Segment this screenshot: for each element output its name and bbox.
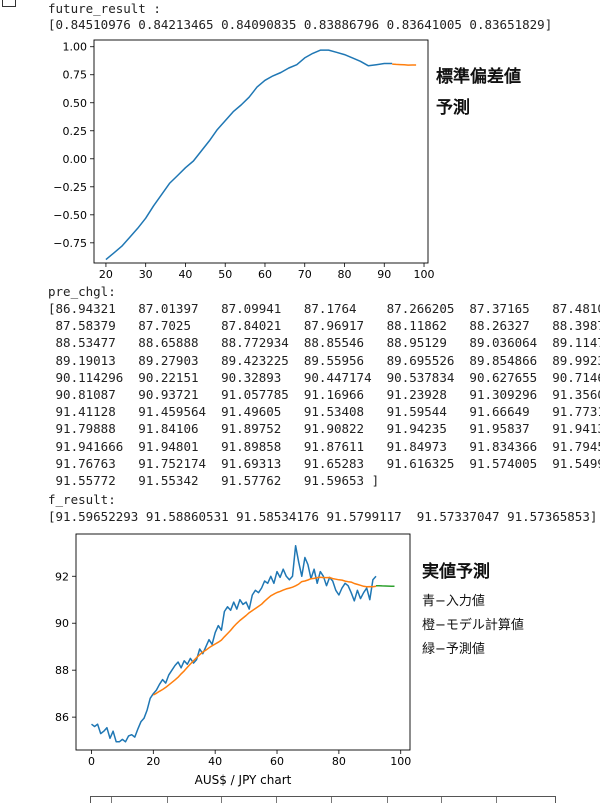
- pre-chgl-line: 91.41128 91.459564 91.49605 91.53408 91.…: [48, 404, 600, 420]
- series-line-orange: [392, 63, 417, 66]
- x-tick-label: 40: [178, 268, 192, 280]
- y-tick-label: 0.25: [63, 125, 88, 138]
- future-result-values: [0.84510976 0.84213465 0.84090835 0.8388…: [48, 17, 553, 32]
- x-tick-label: 30: [139, 268, 153, 280]
- pre-chgl-line: 91.941666 91.94801 91.89858 91.87611 91.…: [48, 438, 600, 454]
- f-result-label: f_result:: [48, 492, 116, 507]
- x-tick-label: 20: [99, 268, 113, 280]
- x-tick-label: 100: [390, 755, 411, 768]
- cell-gutter-mark: [2, 0, 16, 7]
- x-tick-label: 100: [414, 268, 435, 280]
- x-axis-label: AUS$ / JPY chart: [195, 773, 292, 787]
- x-tick-label: 60: [258, 268, 272, 280]
- pre-chgl-label: pre_chgl:: [48, 284, 116, 299]
- pre-chgl-line: [86.94321 87.01397 87.09941 87.1764 87.2…: [48, 301, 600, 316]
- pre-chgl-line: 88.53477 88.65888 88.772934 88.85546 88.…: [48, 335, 600, 351]
- plot-frame: [75, 533, 411, 751]
- y-tick-label: −0.25: [53, 181, 87, 194]
- pre-chgl-line: 87.58379 87.7025 87.84021 87.96917 88.11…: [48, 318, 600, 334]
- legend-note-input: 青−入力値: [422, 594, 485, 609]
- aud-jpy-chart: 0 20 40 60 80 100 86 88 90 92 AUS$ / JPY chart: [55, 533, 411, 787]
- x-tick-label: 0: [88, 755, 95, 768]
- x-tick-label: 60: [270, 755, 284, 768]
- y-tick-label: 92: [55, 570, 69, 583]
- future-result-label: future_result :: [48, 1, 161, 16]
- pre-chgl-line: 91.55772 91.55342 91.57762 91.59653 ]: [48, 473, 380, 489]
- x-tick-label: 70: [298, 268, 312, 280]
- pre-chgl-line: 90.114296 90.22151 90.32893 90.447174 90…: [48, 369, 600, 385]
- std-dev-forecast-chart: 20 30 40 50 60 70 80 90 100 −0.75 −0.50 −0.25 0.00 0.…: [53, 39, 435, 280]
- x-tick-label: 20: [146, 755, 160, 768]
- chart1-side-title: 標準偏差値: [436, 67, 521, 87]
- x-tick-label: 90: [377, 268, 391, 280]
- y-tick-label: 86: [55, 711, 69, 724]
- legend-note-forecast: 緑−予測値: [422, 642, 485, 657]
- y-tick-label: 90: [55, 617, 69, 630]
- series-line-blue: [91, 544, 377, 743]
- series-line-green: [376, 584, 395, 588]
- series-line-orange: [152, 576, 377, 696]
- x-tick-label: 50: [218, 268, 232, 280]
- y-tick-label: 0.00: [63, 153, 88, 166]
- pre-chgl-line: 91.76763 91.752174 91.69313 91.65283 91.…: [48, 455, 600, 471]
- chart1-side-subtitle: 予測: [436, 98, 470, 118]
- pre-chgl-line: 89.19013 89.27903 89.423225 89.55956 89.…: [48, 352, 600, 368]
- plot-frame: [93, 39, 429, 264]
- x-tick-label: 80: [338, 268, 352, 280]
- y-tick-label: −0.50: [53, 209, 87, 222]
- y-tick-label: 1.00: [63, 41, 88, 54]
- x-tick-label: 40: [208, 755, 222, 768]
- legend-note-model: 橙−モデル計算値: [422, 618, 524, 633]
- y-tick-label: 0.50: [63, 97, 88, 110]
- y-tick-label: −0.75: [53, 237, 87, 250]
- chart2-side-title: 実値予測: [422, 562, 490, 582]
- pre-chgl-values: [86.94321 87.01397 87.09941 87.1764 87.2…: [48, 300, 600, 489]
- pre-chgl-line: 91.79888 91.84106 91.89752 91.90822 91.9…: [48, 421, 600, 437]
- series-line-blue: [105, 49, 393, 261]
- y-tick-label: 0.75: [63, 69, 88, 82]
- pre-chgl-line: 90.81087 90.93721 91.057785 91.16966 91.…: [48, 387, 600, 403]
- y-tick-label: 88: [55, 664, 69, 677]
- f-result-values: [91.59652293 91.58860531 91.58534176 91.…: [48, 509, 598, 524]
- x-tick-label: 80: [332, 755, 346, 768]
